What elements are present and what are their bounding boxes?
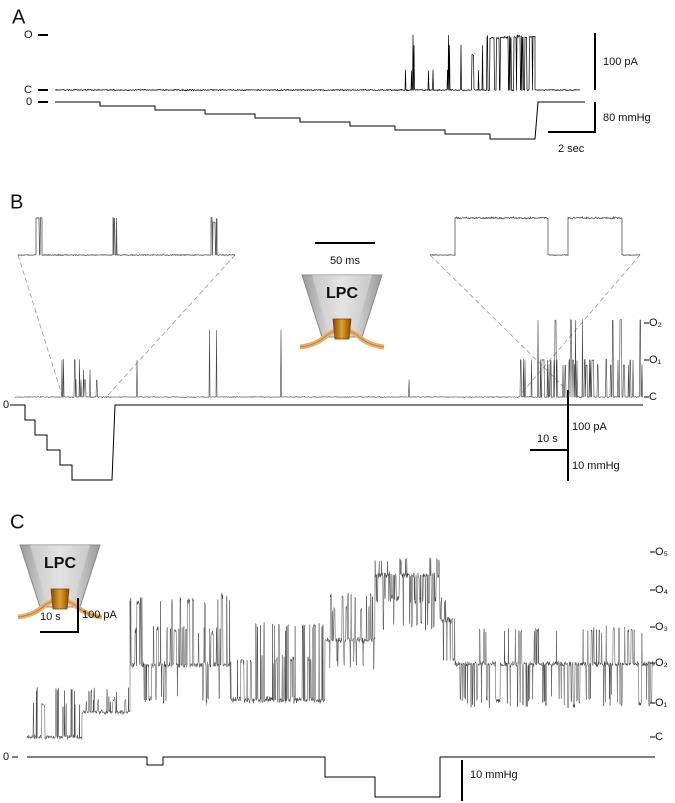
level-label: 0 [26,96,32,108]
panel-label: B [10,191,23,213]
pressure-trace [15,404,643,481]
pressure-trace [27,756,655,798]
panel-label: C [10,511,24,533]
scale-label: 80 mmHg [603,112,651,124]
current-trace [14,319,644,398]
scale-label: 50 ms [330,255,360,267]
current-trace [54,34,581,92]
level-label: C [24,84,32,96]
zoom-lines [17,254,641,396]
pressure-trace [55,101,585,140]
level-label: O [24,29,33,41]
level-label: O₃ [655,621,668,633]
level-label: O₂ [655,657,668,669]
scale-label: 2 sec [558,143,585,155]
level-label: C [649,391,657,403]
level-label: O₄ [655,584,669,596]
scale-label: 100 pA [82,609,118,621]
panel-label: A [12,6,26,28]
level-label: O₁ [655,697,668,709]
scale-label: 10 s [537,433,558,445]
pipette-label: LPC [44,555,76,572]
level-label: O₅ [655,546,668,558]
level-dashes [38,33,596,133]
current-trace [26,557,655,740]
pipette-label: LPC [326,285,358,302]
current-trace [429,216,641,256]
level-label: C [655,731,663,743]
scale-label: 10 mmHg [470,769,518,781]
level-label: 0 [3,399,9,411]
level-dashes [10,322,649,406]
level-label: O₁ [649,354,662,366]
scale-label: 10 mmHg [572,460,620,472]
scale-label: 10 s [40,611,61,623]
scale-bars [40,598,463,801]
level-label: 0 [3,751,9,763]
level-label: O₂ [649,317,662,329]
scale-label: 100 pA [572,421,608,433]
scale-label: 100 pA [603,56,639,68]
current-trace [17,217,236,257]
